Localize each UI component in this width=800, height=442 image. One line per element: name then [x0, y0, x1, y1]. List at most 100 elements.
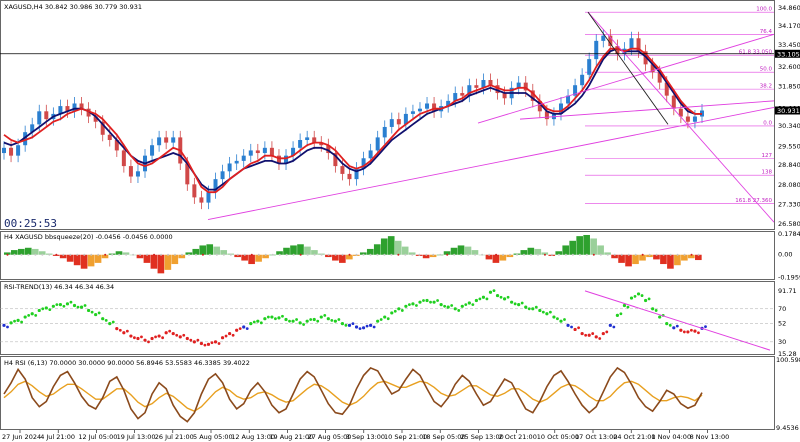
candle-body: [403, 113, 408, 125]
rsi-trend-dot: [369, 323, 373, 327]
squeeze-bar: [38, 251, 46, 255]
rsi-trend-dot: [206, 342, 211, 346]
candle-body: [255, 150, 260, 154]
squeeze-dot: [194, 253, 197, 256]
rsi-trend-dot: [689, 328, 693, 332]
candle-body: [460, 93, 465, 96]
rsi-trend-dot: [20, 320, 24, 324]
squeeze-dot: [529, 253, 532, 256]
candle-body: [558, 103, 563, 114]
candlesticks: [2, 29, 704, 210]
rsi-trend-dot: [30, 312, 34, 316]
rsi-trend-dot: [361, 326, 366, 330]
trendline-3[interactable]: [587, 11, 775, 223]
fib-label-6: 127: [762, 153, 773, 159]
squeeze-dot: [683, 253, 686, 256]
rsi-trend-axis: 91.71 70 52 30 15.28: [778, 287, 797, 358]
rsi-trend-dot: [199, 341, 204, 346]
squeeze-dot: [460, 253, 463, 256]
rsi-trend-dot: [682, 330, 686, 334]
trendline-2[interactable]: [519, 100, 775, 120]
rsi-trend-dot: [27, 313, 31, 317]
squeeze-dot: [313, 253, 316, 256]
squeeze-dot: [90, 253, 93, 256]
squeeze-bar: [87, 254, 95, 267]
candle-body: [474, 85, 479, 88]
rsi-trend-dot: [252, 320, 256, 324]
rsi-trend-dot: [573, 327, 577, 332]
rsi-trend-dot: [636, 292, 641, 296]
candle-body: [544, 111, 549, 120]
squeeze-dot: [509, 253, 512, 256]
rsi-trendline: [584, 290, 771, 351]
main-panel-frame: [0, 0, 775, 230]
rsi-trend-dot: [34, 313, 38, 317]
squeeze-dot: [146, 253, 149, 256]
squeeze-bar: [611, 254, 618, 259]
rsi-trend-dot: [284, 317, 288, 322]
squeeze-dot: [676, 253, 679, 256]
squeeze-bar: [639, 254, 646, 261]
squeeze-dot: [97, 253, 100, 256]
price-tick-6: 30.340: [778, 122, 800, 130]
rsi-title: H4 RSI (6,13) 70.0000 30.0000 90.0000 56…: [4, 359, 250, 367]
rsi-trend-dot: [340, 322, 345, 326]
candle-body: [615, 46, 620, 54]
rsi-trend-dot: [79, 305, 84, 309]
rsi-trend-dot: [62, 304, 66, 308]
rsi-trend-dot: [157, 334, 161, 338]
trendline-4[interactable]: [587, 11, 669, 125]
rsi-trend-dot: [347, 323, 352, 327]
rsi-trend-dot: [291, 319, 295, 323]
squeeze-dot: [495, 253, 498, 256]
rsi-trend-dot: [51, 304, 55, 308]
squeeze-bar: [366, 248, 374, 255]
rsi-trend-dot: [640, 294, 644, 297]
rsi-trend-dot: [23, 315, 27, 319]
candle-body: [276, 155, 281, 164]
rsi-signal-line: [3, 380, 703, 412]
squeeze-dot: [20, 253, 23, 256]
rsi-trend-dot: [312, 317, 316, 322]
rsi-trend-dot: [274, 317, 277, 321]
candle-body: [312, 137, 317, 143]
squeeze-bar: [534, 248, 542, 255]
candle-body: [319, 142, 324, 146]
rsi-trend-dot: [668, 323, 672, 327]
squeeze-dot: [278, 253, 281, 256]
trendline-1[interactable]: [477, 33, 775, 124]
candle-body: [566, 95, 571, 104]
candle-body: [269, 147, 274, 156]
rsi-trend-dot: [531, 307, 535, 311]
price-tick-3: 32.600: [778, 63, 800, 71]
rsi-trend-dot: [626, 305, 630, 309]
squeeze-bar: [457, 245, 465, 255]
squeeze-bar: [346, 254, 353, 260]
rsi-trend-dot: [598, 337, 602, 340]
squeeze-panel-frame: [0, 231, 775, 280]
rsi-trend-dot: [147, 340, 150, 344]
candle-body: [206, 192, 211, 203]
current-price-label: 30.931: [777, 107, 800, 115]
squeeze-dot: [543, 253, 546, 256]
price-tick-4: 31.850: [778, 83, 800, 91]
squeeze-dot: [523, 253, 526, 256]
candle-body: [79, 103, 84, 109]
rsi-trend-dot: [6, 325, 9, 329]
squeeze-dot: [250, 253, 253, 256]
squeeze-dot: [571, 253, 574, 256]
candle-body: [495, 85, 500, 94]
rsi-trend-dot: [587, 333, 591, 337]
squeeze-tick-0: 0.1784: [778, 230, 800, 238]
squeeze-dot: [397, 253, 400, 256]
trendline-0[interactable]: [207, 106, 775, 221]
rsi-trend-dot: [467, 301, 471, 305]
candle-body: [164, 137, 169, 143]
squeeze-bar: [262, 254, 269, 259]
squeeze-bar: [625, 254, 632, 267]
candle-body: [340, 166, 345, 174]
squeeze-dot: [411, 253, 414, 256]
rsi-trend-dot: [210, 341, 214, 345]
rsi-trend-dots: [2, 289, 707, 347]
rsi-trend-title: RSI-TREND(13) 46.34 46.34 46.34: [4, 283, 114, 291]
